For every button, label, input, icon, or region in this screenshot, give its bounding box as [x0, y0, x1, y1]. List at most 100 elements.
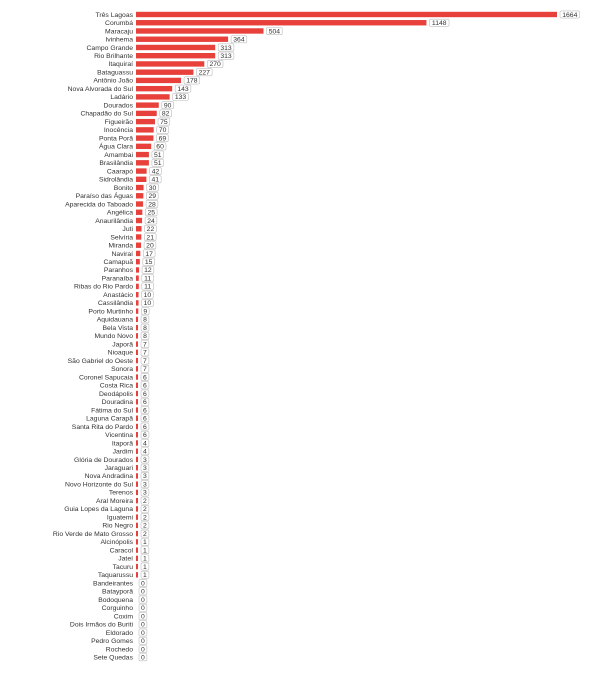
category-label: Inocência — [104, 127, 133, 134]
value-label: 1148 — [432, 20, 447, 27]
value-label-box — [140, 373, 150, 381]
value-label-box — [140, 504, 150, 513]
value-label: 1664 — [562, 12, 577, 19]
value-label: 0 — [141, 638, 145, 645]
value-label: 21 — [146, 234, 154, 241]
value-label-box — [140, 397, 150, 406]
bar — [136, 374, 138, 380]
value-label: 10 — [144, 292, 152, 299]
category-label: Bela Vista — [103, 325, 134, 332]
value-label-box — [140, 331, 150, 340]
value-label: 8 — [143, 317, 147, 324]
bar — [136, 415, 138, 421]
bar — [136, 489, 138, 496]
value-label-box — [140, 323, 150, 332]
value-label-box — [140, 364, 150, 373]
value-label: 20 — [146, 243, 154, 250]
value-label-box — [149, 167, 162, 175]
value-label: 29 — [148, 193, 156, 200]
category-label: Anaurilândia — [95, 218, 133, 225]
value-label: 6 — [143, 399, 147, 406]
value-label: 0 — [141, 613, 145, 620]
value-label-box — [138, 579, 148, 587]
category-label: Aral Moreira — [96, 498, 133, 505]
bar — [136, 563, 138, 570]
bar — [136, 497, 138, 504]
category-label: Miranda — [108, 243, 133, 250]
bar — [136, 259, 140, 265]
category-label: Pedro Gomes — [91, 638, 134, 645]
category-label: Chapadão do Sul — [80, 111, 133, 118]
value-label-box — [140, 529, 150, 538]
value-label-box — [140, 315, 150, 324]
value-label-box — [140, 455, 150, 464]
category-label: Naviraí — [111, 251, 133, 258]
value-label-box — [140, 463, 150, 472]
category-label: Rio Negro — [102, 523, 133, 530]
category-label: Paraíso das Águas — [76, 191, 134, 200]
category-label: Fátima do Sul — [91, 407, 133, 414]
bar — [136, 530, 138, 537]
bar — [136, 324, 139, 331]
value-label-box — [146, 183, 159, 192]
category-label: Jateí — [118, 556, 133, 563]
value-label: 82 — [162, 111, 170, 118]
category-label: Batayporã — [102, 589, 133, 596]
bar — [136, 118, 155, 125]
value-label-box — [140, 570, 150, 579]
bar — [136, 547, 138, 553]
bar — [136, 53, 216, 59]
bar — [136, 242, 142, 248]
category-label: Camapuã — [104, 259, 134, 266]
category-label: Sonora — [111, 366, 133, 373]
value-label: 3 — [143, 481, 147, 488]
category-label: Coxim — [114, 613, 134, 620]
bar — [136, 465, 138, 471]
value-label-box — [138, 612, 148, 620]
category-label: Sete Quedas — [93, 655, 133, 662]
bar — [136, 209, 143, 215]
category-label: Iguatemi — [107, 514, 134, 521]
category-label: Aparecida do Taboado — [65, 201, 133, 208]
value-label-box — [145, 208, 158, 217]
bar — [136, 390, 138, 397]
value-label: 9 — [143, 308, 147, 315]
category-label: Coronel Sapucaia — [79, 374, 133, 381]
value-label-box — [141, 282, 154, 291]
value-label-box — [140, 348, 150, 357]
category-label: Nova Andradina — [85, 473, 134, 480]
value-label: 0 — [141, 646, 145, 653]
bar — [136, 432, 138, 438]
category-label: Itaporã — [112, 440, 133, 447]
value-label: 24 — [147, 218, 155, 225]
bar — [136, 20, 427, 26]
value-label-box — [140, 562, 150, 571]
value-label-box — [140, 439, 150, 447]
bar — [136, 176, 147, 182]
value-label-box — [172, 93, 189, 101]
value-label-box — [138, 620, 148, 629]
bar — [136, 110, 157, 117]
category-label: Costa Rica — [100, 383, 133, 390]
value-label: 4 — [143, 440, 147, 447]
bar — [136, 36, 229, 42]
value-label: 7 — [143, 358, 147, 365]
value-label: 178 — [186, 78, 198, 85]
category-label: São Gabriel do Oeste — [68, 358, 134, 365]
bar — [136, 333, 139, 339]
value-label-box — [143, 249, 156, 258]
value-label-box — [140, 389, 150, 398]
bar — [136, 168, 147, 174]
category-label: Paranaíba — [102, 275, 134, 282]
category-label: Laguna Carapã — [86, 416, 133, 423]
bar — [136, 102, 159, 108]
value-label: 133 — [175, 94, 187, 101]
value-label: 1 — [143, 556, 147, 563]
bar — [136, 522, 138, 529]
category-label: Nova Alvorada do Sul — [68, 86, 134, 93]
value-label: 0 — [141, 630, 145, 637]
bar — [136, 456, 138, 463]
bar — [136, 11, 557, 18]
category-label: Bataguassu — [97, 69, 133, 76]
category-label: Ribas do Rio Pardo — [74, 284, 133, 291]
